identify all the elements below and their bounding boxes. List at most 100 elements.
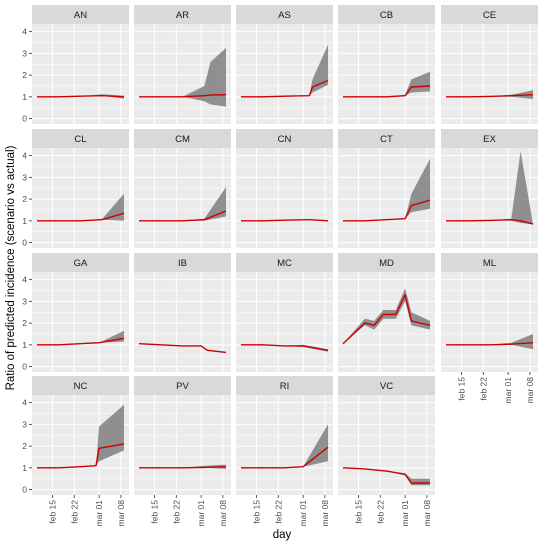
y-tick-label: 1 xyxy=(22,340,27,350)
x-tick-label: mar 08 xyxy=(116,500,126,527)
strip-label-ga: GA xyxy=(74,258,88,269)
strip-label-ib: IB xyxy=(178,258,187,269)
y-tick-label: 4 xyxy=(22,275,27,285)
series-line-cm xyxy=(139,210,227,222)
y-tick-label: 3 xyxy=(22,172,27,182)
y-tick-label: 0 xyxy=(22,485,27,495)
strip-label-cm: CM xyxy=(175,134,190,145)
y-tick-label: 2 xyxy=(22,318,27,328)
ribbon-ga xyxy=(37,330,124,345)
strip-as xyxy=(236,5,333,24)
strip-mc xyxy=(236,253,333,272)
x-tick-label: mar 08 xyxy=(525,377,535,404)
strip-pv xyxy=(134,376,231,395)
strip-nc xyxy=(32,376,129,395)
series-line-ml xyxy=(446,342,534,346)
y-tick-label: 1 xyxy=(22,463,27,473)
x-tick-label: feb 15 xyxy=(354,500,364,524)
strip-label-as: AS xyxy=(278,10,291,21)
panel-ib: IB xyxy=(134,253,231,372)
panel-ri: RI xyxy=(236,376,333,495)
strip-label-ex: EX xyxy=(483,134,496,145)
panel-nc: NC xyxy=(32,376,129,495)
strip-an xyxy=(32,5,129,24)
panel-bg-ga xyxy=(32,272,129,372)
x-tick-label: feb 22 xyxy=(171,500,181,524)
strip-label-cl: CL xyxy=(74,134,86,145)
panel-mc: MC xyxy=(236,253,333,372)
strip-label-nc: NC xyxy=(74,381,88,392)
x-tick-label: mar 01 xyxy=(503,377,513,404)
panel-bg-ml xyxy=(441,272,538,372)
strip-cm xyxy=(134,129,231,148)
x-axis-title: day xyxy=(273,529,292,541)
strip-ar xyxy=(134,5,231,24)
x-tick-label: mar 08 xyxy=(218,500,228,527)
panel-bg-cm xyxy=(134,148,231,248)
series-line-ex xyxy=(446,218,534,225)
panel-cl: CL xyxy=(32,129,129,248)
y-tick-label: 4 xyxy=(22,151,27,161)
panel-bg-cn xyxy=(236,148,333,248)
panel-bg-an xyxy=(32,24,129,124)
panel-bg-ib xyxy=(134,272,231,372)
series-line-ib xyxy=(138,343,227,354)
x-tick-label: feb 22 xyxy=(273,500,283,524)
y-tick-label: 1 xyxy=(22,92,27,102)
strip-ex xyxy=(441,129,538,148)
panel-bg-ce xyxy=(441,24,538,124)
panel-vc: VC xyxy=(338,376,435,495)
strip-cb xyxy=(338,5,435,24)
panel-ce: CE xyxy=(441,5,538,124)
series-line-ce xyxy=(446,94,534,98)
series-line-vc xyxy=(342,467,430,484)
series-line-as xyxy=(241,79,329,98)
ribbon-ce xyxy=(446,90,533,99)
strip-label-cn: CN xyxy=(278,134,292,145)
series-line-cb xyxy=(343,85,431,98)
strip-label-ct: CT xyxy=(380,134,393,145)
strip-ct xyxy=(338,129,435,148)
ribbon-md xyxy=(343,288,430,344)
x-tick-label: mar 08 xyxy=(422,500,432,527)
series-line-md xyxy=(342,294,431,345)
y-tick-label: 1 xyxy=(22,216,27,226)
panel-bg-mc xyxy=(236,272,333,372)
y-tick-label: 0 xyxy=(22,114,27,124)
y-tick-label: 4 xyxy=(22,27,27,37)
panel-bg-cb xyxy=(338,24,435,124)
strip-label-ml: ML xyxy=(483,258,496,269)
panel-bg-cl xyxy=(32,148,129,248)
strip-md xyxy=(338,253,435,272)
panel-ml: ML xyxy=(441,253,538,372)
panel-as: AS xyxy=(236,5,333,124)
x-tick-label: feb 15 xyxy=(252,500,262,524)
x-tick-label: mar 08 xyxy=(320,500,330,527)
strip-label-mc: MC xyxy=(277,258,292,269)
series-line-mc xyxy=(241,344,329,351)
series-line-cn xyxy=(241,218,329,222)
strip-cn xyxy=(236,129,333,148)
strip-label-ce: CE xyxy=(483,10,496,21)
strip-ce xyxy=(441,5,538,24)
strip-ga xyxy=(32,253,129,272)
strip-ib xyxy=(134,253,231,272)
x-tick-label: feb 22 xyxy=(69,500,79,524)
x-tick-label: mar 01 xyxy=(400,500,410,527)
series-line-pv xyxy=(139,466,227,469)
series-line-nc xyxy=(37,443,125,469)
strip-label-cb: CB xyxy=(380,10,393,21)
strip-ri xyxy=(236,376,333,395)
y-tick-label: 4 xyxy=(22,398,27,408)
strip-label-ar: AR xyxy=(176,10,189,21)
y-tick-label: 2 xyxy=(22,70,27,80)
series-line-ct xyxy=(343,199,431,222)
panel-ar: AR xyxy=(134,5,231,124)
x-tick-label: mar 01 xyxy=(196,500,206,527)
panel-cm: CM xyxy=(134,129,231,248)
series-line-cl xyxy=(37,212,125,222)
x-tick-label: feb 15 xyxy=(48,500,58,524)
y-tick-label: 0 xyxy=(22,238,27,248)
y-tick-label: 0 xyxy=(22,362,27,372)
